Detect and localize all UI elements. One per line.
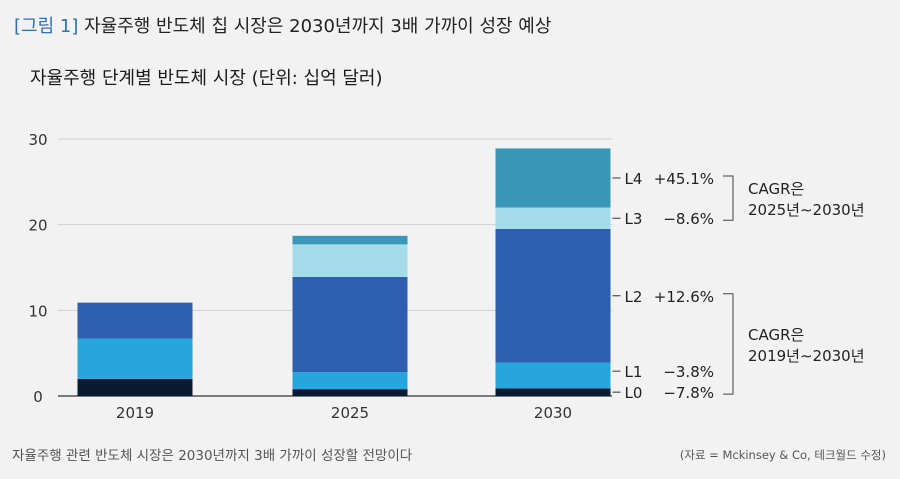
figure-label: [그림 1]: [14, 16, 79, 37]
cagr-annotation-line1: CAGR은: [748, 326, 804, 344]
growth-rate-label: −8.6%: [663, 210, 714, 228]
series-label: L2: [625, 288, 643, 306]
growth-rate-label: +45.1%: [654, 170, 714, 188]
source-credit: (자료 = Mckinsey & Co, 테크월드 수정): [679, 448, 886, 462]
bar-segment-l2: [77, 302, 193, 339]
series-label: L0: [625, 384, 643, 402]
cagr-annotation-line2: 2019년∼2030년: [748, 347, 865, 365]
bar-segment-l0: [292, 389, 408, 396]
x-tick-label: 2025: [331, 404, 369, 422]
figure-title: 자율주행 반도체 칩 시장은 2030년까지 3배 가까이 성장 예상: [84, 16, 552, 37]
figure-heading: [그림 1] 자율주행 반도체 칩 시장은 2030년까지 3배 가까이 성장 …: [14, 12, 551, 38]
bar-segment-l1: [292, 372, 408, 390]
bar-segment-l1: [77, 338, 193, 379]
series-label: L3: [625, 210, 643, 228]
bar-segment-l4: [495, 148, 611, 208]
y-tick-label: 20: [28, 217, 47, 235]
growth-rate-label: −3.8%: [663, 363, 714, 381]
y-tick-label: 0: [33, 388, 43, 406]
series-label: L4: [625, 170, 643, 188]
bar-segment-l0: [495, 388, 611, 396]
chart-title: 자율주행 단계별 반도체 시장 (단위: 십억 달러): [30, 68, 383, 89]
cagr-bracket: [723, 175, 734, 221]
bar-segment-l2: [495, 228, 611, 363]
y-tick-label: 30: [28, 131, 47, 149]
bar-segment-l3: [292, 244, 408, 277]
y-tick-label: 10: [28, 302, 47, 320]
x-tick-label: 2019: [116, 404, 154, 422]
figure-caption: 자율주행 관련 반도체 시장은 2030년까지 3배 가까이 성장할 전망이다: [12, 448, 413, 464]
bar-segment-l4: [292, 235, 408, 245]
series-label: L1: [625, 363, 643, 381]
cagr-bracket: [723, 293, 734, 395]
cagr-annotation-line2: 2025년∼2030년: [748, 201, 865, 219]
bar-segment-l2: [292, 276, 408, 373]
bar-segment-l1: [495, 362, 611, 389]
bar-segment-l0: [77, 378, 193, 396]
x-tick-label: 2030: [534, 404, 572, 422]
bar-segment-l3: [495, 207, 611, 229]
growth-rate-label: −7.8%: [663, 384, 714, 402]
growth-rate-label: +12.6%: [654, 288, 714, 306]
cagr-annotation-line1: CAGR은: [748, 180, 804, 198]
